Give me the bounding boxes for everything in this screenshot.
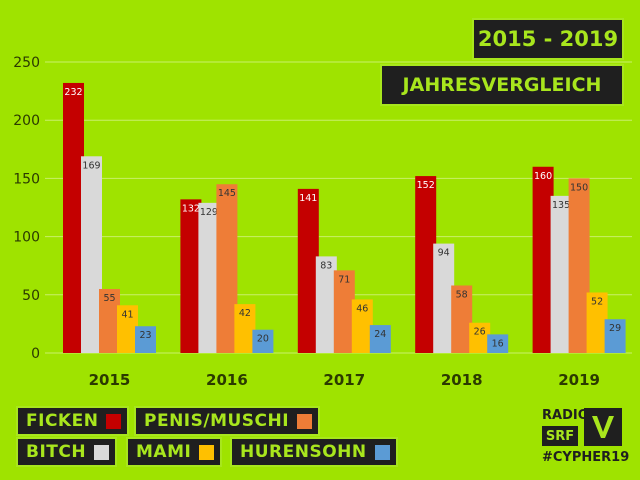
bar	[180, 199, 202, 353]
bar	[568, 178, 590, 353]
bar	[451, 285, 473, 353]
legend-swatch	[106, 413, 122, 429]
data-label: 141	[299, 193, 317, 204]
legend-item-bitch: BITCH	[16, 437, 118, 467]
bar	[117, 305, 138, 353]
data-label: 94	[438, 248, 450, 259]
bar	[81, 156, 102, 353]
legend-item-hurensohn: HURENSOHN	[230, 437, 398, 467]
data-label: 132	[182, 203, 200, 214]
bar	[532, 166, 554, 353]
bar	[333, 270, 355, 353]
bar	[415, 176, 437, 353]
bar	[433, 243, 455, 353]
bar	[586, 292, 608, 353]
logo-srf-text: SRF	[542, 426, 578, 446]
bar	[135, 326, 156, 353]
data-label: 52	[591, 296, 603, 307]
data-label: 46	[356, 303, 368, 314]
data-label: 20	[257, 334, 269, 345]
data-label: 83	[320, 260, 332, 271]
data-label: 71	[338, 274, 350, 285]
legend-label: BITCH	[26, 442, 87, 462]
data-label: 150	[570, 182, 588, 193]
y-tick-label: 250	[13, 55, 40, 71]
bar-chart: 0 50 100 150 200 250 232 169 55 41 23 2015 132 129145…	[13, 55, 632, 389]
data-label: 42	[239, 308, 251, 319]
data-label: 232	[64, 87, 82, 98]
y-tick-label: 50	[22, 288, 40, 304]
x-tick-label: 2015	[89, 371, 131, 389]
data-label: 169	[82, 160, 100, 171]
legend-swatch	[199, 444, 215, 460]
data-label: 152	[417, 180, 435, 191]
data-label: 26	[474, 327, 486, 338]
y-tick-label: 0	[31, 346, 40, 362]
bar	[99, 288, 120, 353]
y-tick-label: 150	[13, 171, 40, 187]
data-label: 24	[374, 329, 386, 340]
bar	[198, 202, 220, 353]
x-tick-label: 2017	[323, 371, 365, 389]
bar	[604, 319, 626, 353]
data-label: 29	[609, 323, 621, 334]
legend-item-ficken: FICKEN	[16, 406, 130, 436]
bar	[315, 256, 337, 353]
logo-hashtag-text: #CYPHER19	[542, 450, 630, 465]
data-label: 129	[200, 207, 218, 218]
legend-label: PENIS/MUSCHI	[144, 411, 290, 431]
x-tick-label: 2016	[206, 371, 248, 389]
legend-label: MAMI	[136, 442, 192, 462]
logo-radio-text: RADIO	[542, 408, 589, 423]
data-label: 16	[492, 338, 504, 349]
v-check-icon	[584, 408, 622, 446]
data-label: 145	[218, 188, 236, 199]
data-label: 135	[552, 200, 570, 211]
year-range-label: 2015 - 2019	[472, 18, 624, 60]
legend-swatch	[94, 444, 110, 460]
bar	[369, 325, 391, 353]
data-label: 55	[103, 293, 115, 304]
data-label: 160	[534, 171, 552, 182]
bar	[234, 304, 256, 353]
legend-label: HURENSOHN	[240, 442, 367, 462]
bar	[469, 322, 491, 353]
bar	[297, 188, 319, 353]
data-label: 41	[121, 309, 133, 320]
chart-title-label: JAHRESVERGLEICH	[380, 64, 624, 106]
bar	[487, 334, 509, 353]
bar	[351, 299, 373, 353]
radio-srf-virus-logo: RADIO SRF #CYPHER19	[540, 408, 630, 468]
y-tick-label: 200	[13, 113, 40, 129]
legend-item-penis-muschi: PENIS/MUSCHI	[134, 406, 321, 436]
data-label: 23	[139, 330, 151, 341]
bar	[63, 82, 84, 354]
legend-swatch	[374, 444, 390, 460]
y-tick-label: 100	[13, 230, 40, 246]
legend-swatch	[297, 413, 313, 429]
data-label: 58	[456, 289, 468, 300]
x-tick-label: 2018	[441, 371, 483, 389]
legend-label: FICKEN	[26, 411, 99, 431]
bar	[252, 329, 274, 353]
x-tick-label: 2019	[558, 371, 600, 389]
bar	[216, 184, 238, 353]
bar	[550, 195, 572, 353]
legend-item-mami: MAMI	[126, 437, 223, 467]
